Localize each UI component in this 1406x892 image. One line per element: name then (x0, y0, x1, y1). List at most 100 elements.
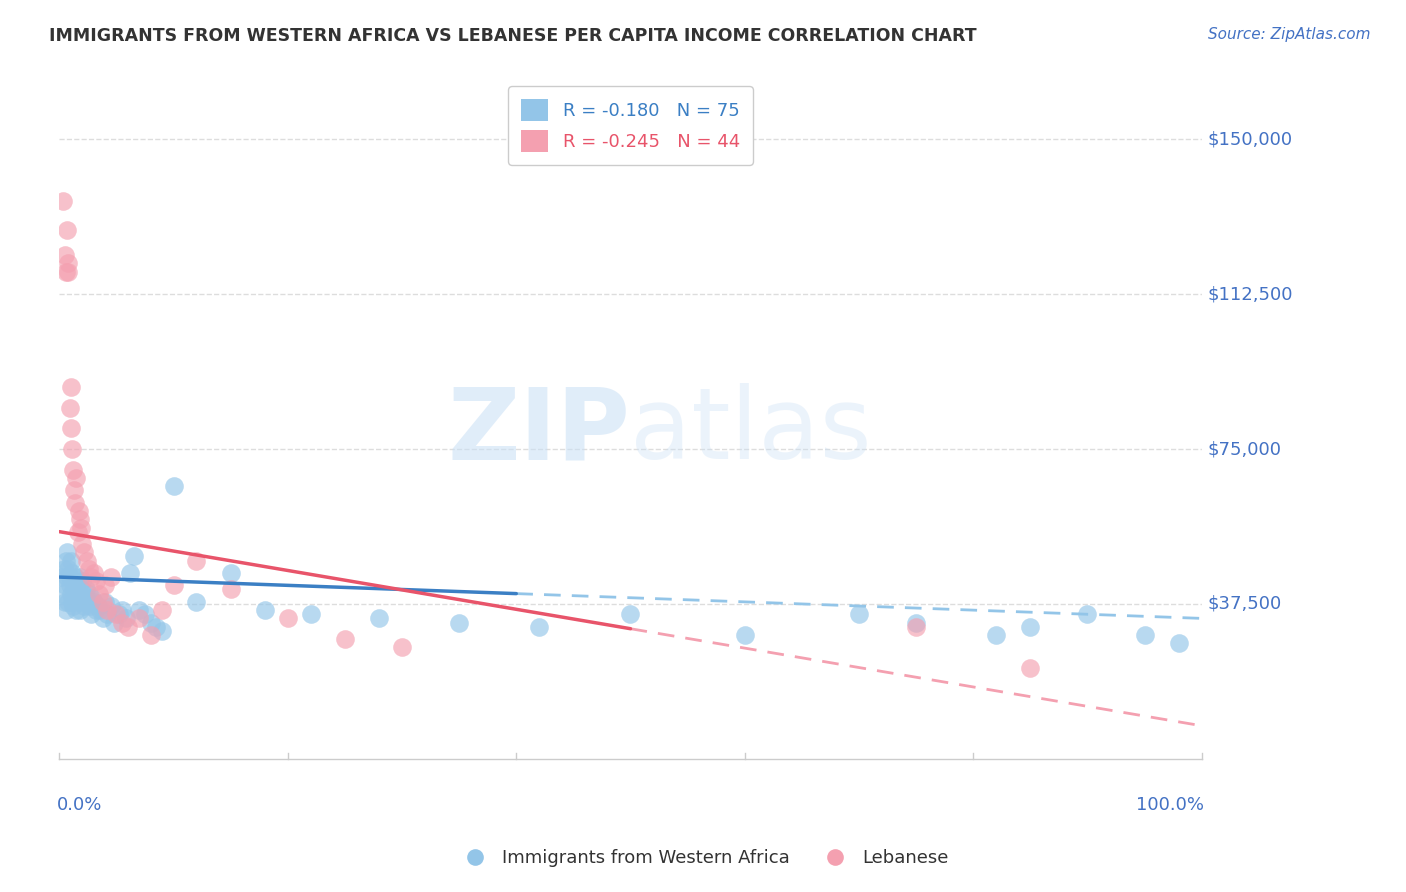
Point (65, 603, 87, 617)
Text: $75,000: $75,000 (1208, 440, 1281, 458)
Point (1167, 636, 1189, 650)
Point (52, 562, 75, 576)
Point (186, 595, 208, 609)
Point (120, 566, 142, 580)
Point (67, 504, 90, 518)
Point (150, 624, 173, 638)
Point (94, 578, 117, 592)
Point (94, 595, 117, 609)
Point (70, 582, 93, 597)
Point (111, 603, 134, 617)
Point (100, 570, 122, 584)
Point (63, 591, 86, 605)
Point (66, 586, 89, 600)
Point (333, 632, 356, 646)
Point (299, 607, 322, 622)
Text: ZIP: ZIP (447, 384, 630, 480)
Legend: Immigrants from Western Africa, Lebanese: Immigrants from Western Africa, Lebanese (450, 842, 956, 874)
Point (905, 620, 928, 634)
Point (100, 599, 122, 613)
Point (186, 553, 208, 567)
Point (70, 537, 93, 551)
Point (60, 566, 83, 580)
Point (59, 578, 82, 592)
Point (103, 615, 125, 630)
Text: 0.0%: 0.0% (58, 797, 103, 814)
Point (134, 607, 156, 622)
Point (69, 512, 91, 526)
Point (56, 223, 79, 237)
Text: $112,500: $112,500 (1208, 285, 1294, 303)
Point (56, 545, 79, 559)
Point (73, 545, 96, 559)
Point (77, 586, 100, 600)
Point (117, 620, 139, 634)
Legend: R = -0.180   N = 75, R = -0.245   N = 44: R = -0.180 N = 75, R = -0.245 N = 44 (509, 87, 752, 165)
Point (65, 570, 87, 584)
Point (984, 628, 1007, 642)
Point (139, 615, 162, 630)
Point (128, 603, 150, 617)
Point (87, 599, 110, 613)
Point (66, 524, 89, 539)
Point (70, 574, 93, 589)
Point (55, 264, 77, 278)
Point (65, 496, 87, 510)
Text: Source: ZipAtlas.com: Source: ZipAtlas.com (1208, 27, 1371, 42)
Point (60, 595, 83, 609)
Point (77, 595, 100, 609)
Point (114, 611, 136, 625)
Point (60, 442, 83, 456)
Point (59, 401, 82, 415)
Point (63, 483, 86, 498)
Point (91, 595, 114, 609)
Point (58, 595, 80, 609)
Point (84, 574, 107, 589)
Point (79, 599, 101, 613)
Point (449, 615, 471, 630)
Point (91, 611, 114, 625)
Point (58, 264, 80, 278)
Point (527, 620, 550, 634)
Point (52, 586, 75, 600)
Point (75, 582, 97, 597)
Point (76, 553, 98, 567)
Point (51, 570, 73, 584)
Point (848, 607, 870, 622)
Point (1019, 620, 1042, 634)
Point (96, 603, 118, 617)
Point (1133, 628, 1156, 642)
Point (89, 603, 111, 617)
Point (905, 615, 928, 630)
Point (56, 570, 79, 584)
Point (1076, 607, 1098, 622)
Point (111, 615, 134, 630)
Point (96, 607, 118, 622)
Point (59, 380, 82, 394)
Point (55, 553, 77, 567)
Point (62, 463, 84, 477)
Point (53, 578, 76, 592)
Point (150, 603, 173, 617)
Point (73, 599, 96, 613)
Point (219, 582, 242, 597)
Point (128, 611, 150, 625)
Point (83, 595, 105, 609)
Point (84, 603, 107, 617)
Point (107, 607, 129, 622)
Point (1019, 661, 1042, 675)
Point (67, 595, 90, 609)
Point (59, 553, 82, 567)
Point (69, 603, 91, 617)
Point (253, 603, 276, 617)
Text: IMMIGRANTS FROM WESTERN AFRICA VS LEBANESE PER CAPITA INCOME CORRELATION CHART: IMMIGRANTS FROM WESTERN AFRICA VS LEBANE… (49, 27, 977, 45)
Text: $150,000: $150,000 (1208, 130, 1292, 148)
Point (59, 421, 82, 435)
Point (58, 256, 80, 270)
Point (277, 611, 299, 625)
Point (122, 549, 145, 564)
Point (58, 562, 80, 576)
Text: 100.0%: 100.0% (1136, 797, 1204, 814)
Text: $37,500: $37,500 (1208, 595, 1282, 613)
Point (80, 607, 103, 622)
